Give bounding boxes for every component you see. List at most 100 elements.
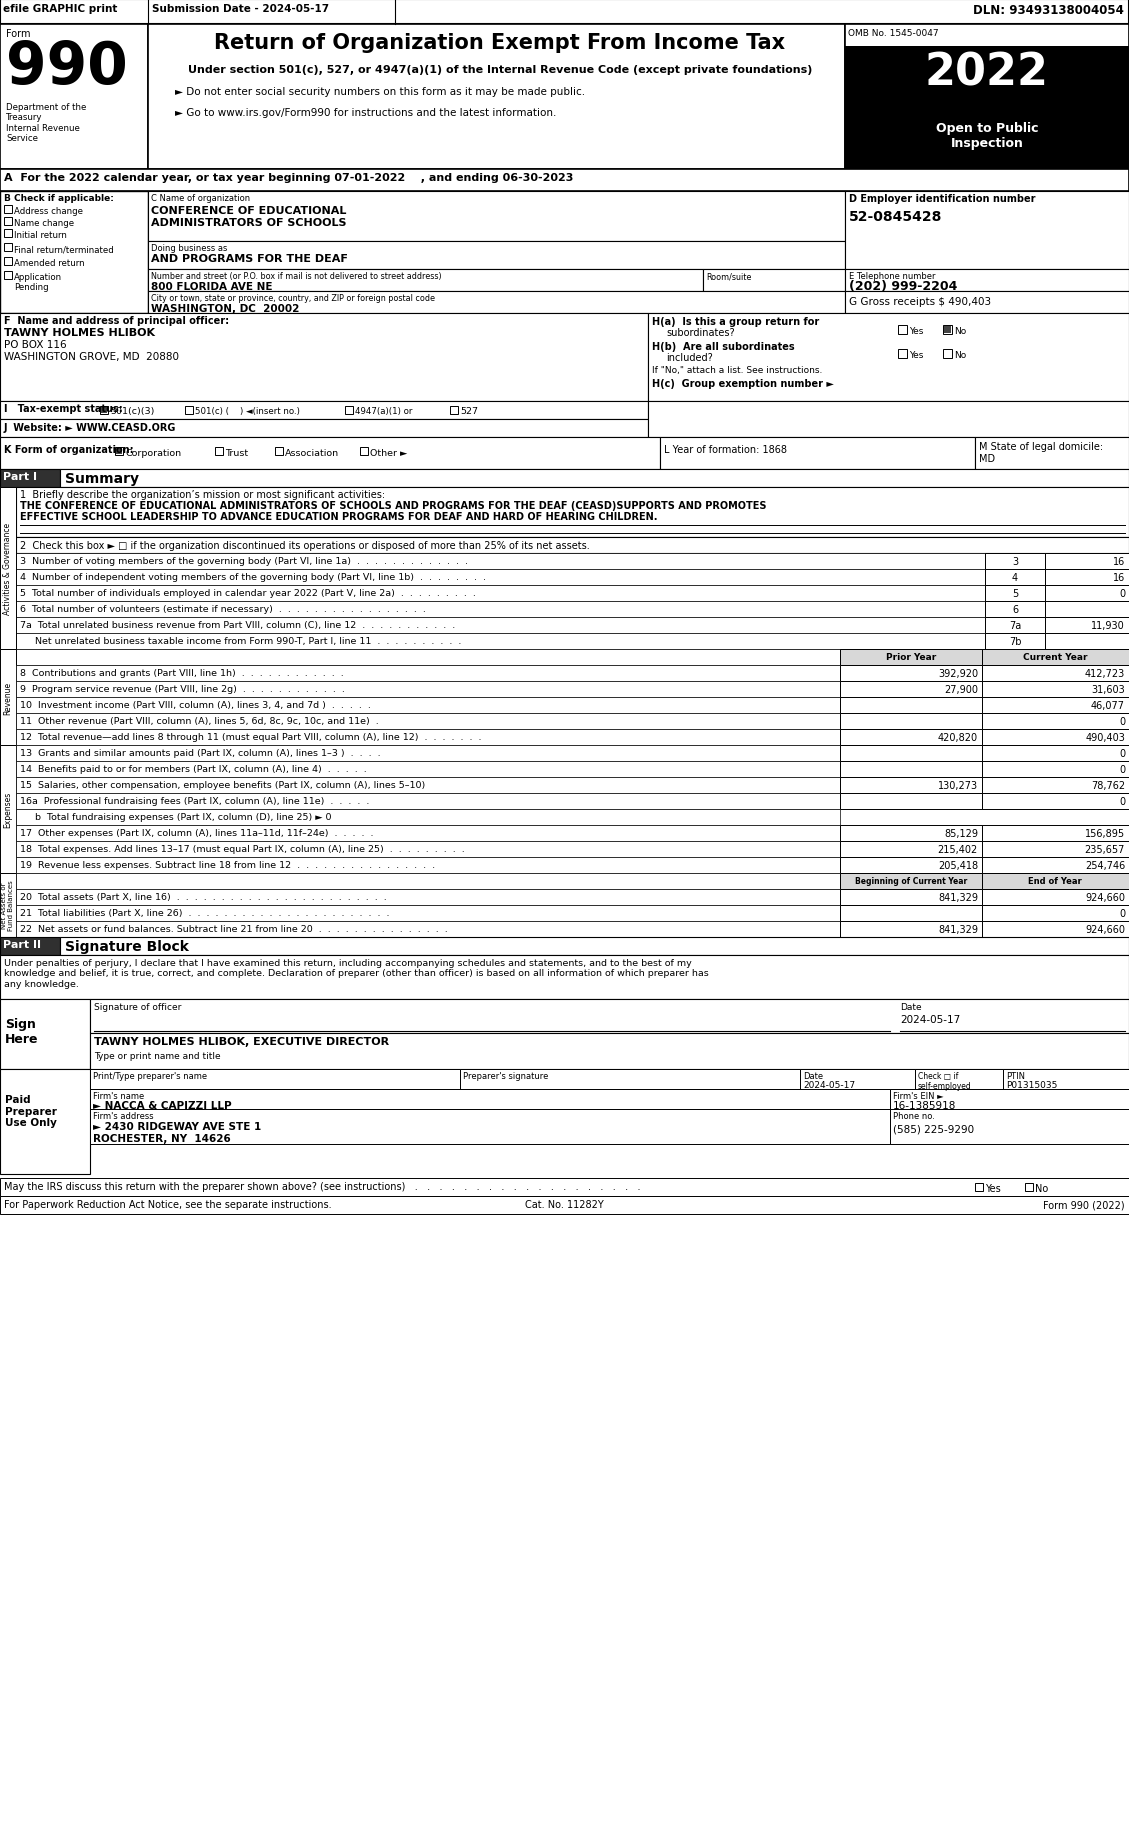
Bar [0,26,148,170]
Bar [16,714,840,730]
Text: Corporation: Corporation [125,448,181,458]
Text: 800 FLORIDA AVE NE: 800 FLORIDA AVE NE [151,282,272,291]
Bar [898,326,907,335]
Bar [360,448,368,456]
Bar [0,403,648,419]
Text: WASHINGTON, DC  20002: WASHINGTON, DC 20002 [151,304,299,313]
Bar [0,313,648,403]
Text: 78,762: 78,762 [1091,781,1124,791]
Text: Form 990 (2022): Form 990 (2022) [1043,1199,1124,1210]
Text: 5: 5 [1012,589,1018,598]
Text: ► Go to www.irs.gov/Form990 for instructions and the latest information.: ► Go to www.irs.gov/Form990 for instruct… [175,108,557,117]
Text: E Telephone number: E Telephone number [849,273,936,280]
Text: Final return/terminated: Final return/terminated [14,245,114,254]
Bar [982,922,1129,937]
Bar [90,1109,890,1144]
Bar [0,192,148,313]
Bar [0,1069,90,1175]
Text: 924,660: 924,660 [1085,924,1124,935]
Bar [345,406,353,415]
Text: 16: 16 [1113,573,1124,582]
Bar [840,761,982,778]
Text: 490,403: 490,403 [1085,732,1124,743]
Text: 13  Grants and similar amounts paid (Part IX, column (A), lines 1–3 )  .  .  .  : 13 Grants and similar amounts paid (Part… [20,748,380,758]
Bar [982,745,1129,761]
Bar [1045,602,1129,619]
Bar [90,1089,890,1109]
Text: 130,273: 130,273 [938,781,978,791]
Text: Trust: Trust [225,448,248,458]
Text: 2024-05-17: 2024-05-17 [803,1080,855,1089]
Bar [90,999,1129,1034]
Bar [975,1184,983,1191]
Bar [0,745,16,873]
Bar [0,955,1129,999]
Text: Room/suite: Room/suite [706,273,752,280]
Text: Type or print name and title: Type or print name and title [94,1052,220,1060]
Text: Return of Organization Exempt From Income Tax: Return of Organization Exempt From Incom… [215,33,786,53]
Bar [90,1034,1129,1069]
Text: AND PROGRAMS FOR THE DEAF: AND PROGRAMS FOR THE DEAF [151,254,348,264]
Text: 10  Investment income (Part VIII, column (A), lines 3, 4, and 7d )  .  .  .  .  : 10 Investment income (Part VIII, column … [20,701,370,710]
Bar [5,273,12,280]
Bar [0,489,16,650]
Bar [1045,569,1129,586]
Text: 0: 0 [1119,796,1124,807]
Text: No: No [954,328,966,337]
Text: (202) 999-2204: (202) 999-2204 [849,280,957,293]
Bar [984,602,1045,619]
Bar [982,681,1129,697]
Text: For Paperwork Reduction Act Notice, see the separate instructions.: For Paperwork Reduction Act Notice, see … [5,1199,332,1210]
Text: G Gross receipts $ 490,403: G Gross receipts $ 490,403 [849,296,991,307]
Bar [840,714,982,730]
Bar [840,842,982,858]
Text: Firm's EIN ►: Firm's EIN ► [893,1091,944,1100]
Text: 16: 16 [1113,556,1124,567]
Text: A  For the 2022 calendar year, or tax year beginning 07-01-2022    , and ending : A For the 2022 calendar year, or tax yea… [5,172,574,183]
Text: 14  Benefits paid to or for members (Part IX, column (A), line 4)  .  .  .  .  .: 14 Benefits paid to or for members (Part… [20,765,367,774]
Bar [840,650,982,666]
Bar [944,328,951,333]
Text: Firm's name: Firm's name [93,1091,145,1100]
Text: Expenses: Expenses [3,791,12,827]
Text: 22  Net assets or fund balances. Subtract line 21 from line 20  .  .  .  .  .  .: 22 Net assets or fund balances. Subtract… [20,924,448,933]
Bar [16,650,840,666]
Bar [16,538,1129,554]
Text: 0: 0 [1119,717,1124,727]
Text: Yes: Yes [909,351,924,361]
Text: Amended return: Amended return [14,258,85,267]
Bar [60,470,1129,489]
Text: Yes: Yes [984,1184,1000,1193]
Text: H(a)  Is this a group return for: H(a) Is this a group return for [653,317,820,328]
Text: 254,746: 254,746 [1085,860,1124,871]
Bar [16,842,840,858]
Bar [16,809,840,825]
Text: Form: Form [6,29,30,38]
Bar [5,231,12,238]
Bar [982,906,1129,922]
Bar [840,825,982,842]
Text: Under section 501(c), 527, or 4947(a)(1) of the Internal Revenue Code (except pr: Under section 501(c), 527, or 4947(a)(1)… [187,64,812,75]
Text: Phone no.: Phone no. [893,1111,935,1120]
Bar [0,0,1129,26]
Text: 7a: 7a [1009,620,1021,631]
Bar [148,269,703,291]
Text: 6  Total number of volunteers (estimate if necessary)  .  .  .  .  .  .  .  .  .: 6 Total number of volunteers (estimate i… [20,604,426,613]
Text: WASHINGTON GROVE, MD  20880: WASHINGTON GROVE, MD 20880 [5,351,180,362]
Bar [840,858,982,873]
Text: 12  Total revenue—add lines 8 through 11 (must equal Part VIII, column (A), line: 12 Total revenue—add lines 8 through 11 … [20,732,481,741]
Bar [703,269,844,291]
Text: 2  Check this box ► □ if the organization discontinued its operations or dispose: 2 Check this box ► □ if the organization… [20,540,589,551]
Bar [1045,586,1129,602]
Bar [648,403,1129,437]
Text: 85,129: 85,129 [944,829,978,838]
Text: Activities & Governance: Activities & Governance [3,523,12,615]
Bar [982,761,1129,778]
Text: 412,723: 412,723 [1085,668,1124,679]
Text: 0: 0 [1119,589,1124,598]
Text: Cat. No. 11282Y: Cat. No. 11282Y [525,1199,603,1210]
Text: Department of the
Treasury
Internal Revenue
Service: Department of the Treasury Internal Reve… [6,102,87,143]
Bar [660,437,975,470]
Bar [982,730,1129,745]
Bar [16,745,840,761]
